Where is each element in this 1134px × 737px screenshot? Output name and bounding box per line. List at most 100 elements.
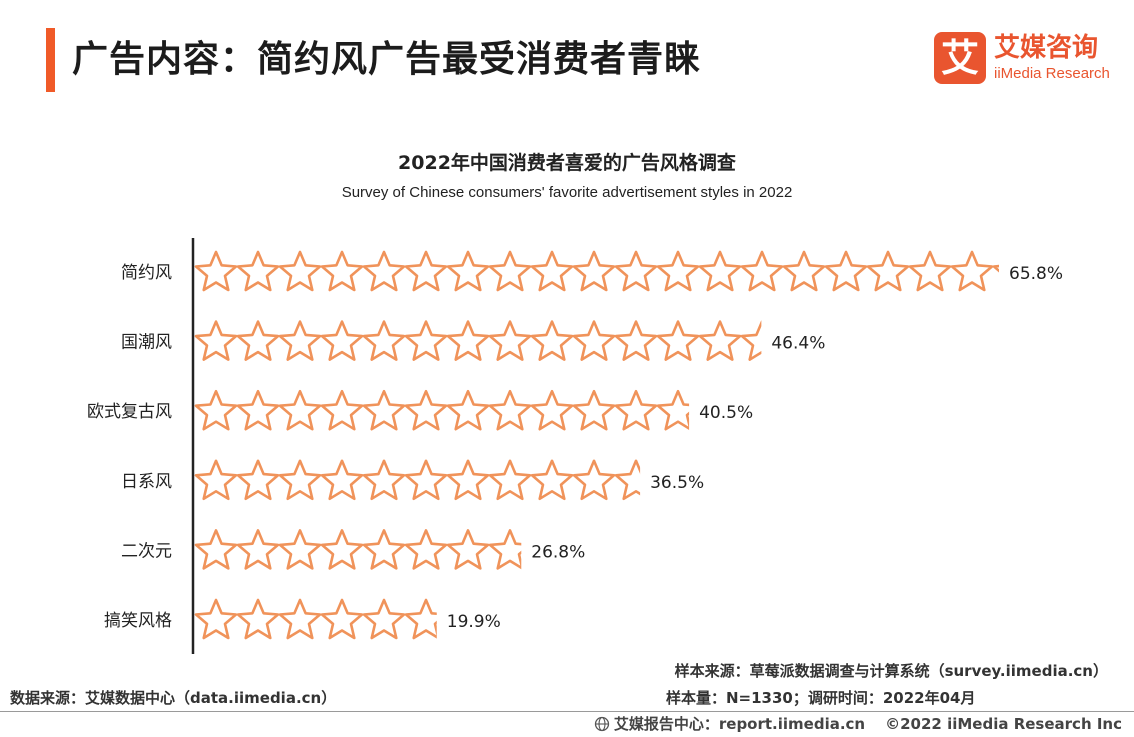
star-icon [824, 250, 868, 292]
star-icon [446, 529, 490, 570]
copyright-text: ©2022 iiMedia Research Inc [885, 714, 1122, 733]
star-icon [194, 459, 238, 501]
star-icon [656, 320, 700, 361]
footer-divider [0, 711, 1134, 712]
star-icon [404, 389, 448, 431]
chart-subtitle: Survey of Chinese consumers' favorite ad… [341, 184, 793, 201]
star-icon [404, 250, 448, 292]
star-bar [194, 529, 522, 570]
star-icon [236, 598, 280, 640]
star-icon [404, 320, 448, 361]
star-icon [404, 459, 448, 501]
logo-name-en: iiMedia Research [994, 65, 1110, 82]
category-label: 二次元 [121, 541, 172, 561]
star-icon [866, 250, 910, 292]
star-icon [908, 250, 952, 292]
star-icon [362, 598, 406, 640]
star-bar [194, 320, 762, 361]
star-icon [446, 250, 490, 292]
star-icon [236, 389, 280, 431]
star-icon [530, 459, 574, 501]
report-center-link[interactable]: 艾媒报告中心：report.iimedia.cn [613, 715, 866, 733]
data-label: 46.4% [771, 334, 825, 354]
category-label: 日系风 [121, 472, 172, 492]
data-label: 36.5% [650, 473, 704, 493]
star-icon [278, 250, 322, 292]
star-icon [488, 320, 532, 361]
star-icon [614, 459, 641, 501]
star-icon [698, 320, 742, 361]
star-icon [278, 459, 322, 501]
star-bar [194, 250, 999, 292]
star-icon [362, 529, 406, 570]
globe-icon [594, 716, 610, 731]
data-label: 19.9% [447, 612, 501, 632]
star-icon [320, 320, 364, 361]
star-icon [656, 389, 690, 431]
logo-name-cn: 艾媒咨询 [994, 33, 1099, 63]
star-icon [236, 459, 280, 501]
star-icon [572, 320, 616, 361]
star-icon [572, 459, 616, 501]
star-icon [782, 250, 826, 292]
star-icon [278, 598, 322, 640]
star-icon [194, 598, 238, 640]
brand-logo: 艾 艾媒咨询 iiMedia Research [934, 32, 1124, 88]
sample-size-note: 样本量：N=1330；调研时间：2022年04月 [666, 689, 976, 707]
star-icon [320, 598, 364, 640]
page-title: 广告内容：简约风广告最受消费者青睐 [72, 39, 702, 80]
star-icon [320, 389, 364, 431]
data-source-note: 数据来源：艾媒数据中心（data.iimedia.cn） [10, 689, 337, 707]
logo-mark-icon: 艾 [934, 32, 986, 84]
star-icon [614, 250, 658, 292]
star-icon [278, 529, 322, 570]
star-icon [194, 389, 238, 431]
star-icon [236, 320, 280, 361]
star-icon [488, 459, 532, 501]
star-icon [362, 320, 406, 361]
category-label: 搞笑风格 [104, 611, 172, 631]
star-icon [446, 320, 490, 361]
data-label: 40.5% [699, 403, 753, 423]
star-icon [656, 250, 700, 292]
star-icon [698, 250, 742, 292]
star-icon [194, 320, 238, 361]
star-bar [194, 459, 641, 501]
star-icon [446, 459, 490, 501]
star-icon [362, 250, 406, 292]
data-label: 26.8% [531, 542, 585, 562]
star-icon [320, 529, 364, 570]
category-label: 简约风 [121, 263, 172, 283]
star-icon [446, 389, 490, 431]
star-icon [362, 389, 406, 431]
star-icon [362, 459, 406, 501]
star-icon [320, 250, 364, 292]
title-accent-bar [46, 28, 55, 92]
star-icon [530, 389, 574, 431]
category-label: 欧式复古风 [87, 402, 172, 422]
star-icon [278, 389, 322, 431]
star-icon [488, 250, 532, 292]
category-label: 国潮风 [121, 333, 172, 353]
star-icon [614, 389, 658, 431]
star-icon [488, 389, 532, 431]
star-icon [194, 529, 238, 570]
star-icon [404, 529, 448, 570]
star-bar [194, 389, 690, 431]
star-icon [278, 320, 322, 361]
star-bar [194, 598, 437, 640]
star-icon [992, 264, 999, 273]
sample-source-note: 样本来源：草莓派数据调查与计算系统（survey.iimedia.cn） [674, 662, 1108, 680]
chart-title: 2022年中国消费者喜爱的广告风格调查 [398, 152, 736, 174]
star-icon [236, 250, 280, 292]
star-icon [404, 598, 437, 640]
footer: 艾媒报告中心：report.iimedia.cn ©2022 iiMedia R… [594, 713, 1122, 734]
star-icon [572, 389, 616, 431]
star-icon [530, 250, 574, 292]
data-label: 65.8% [1009, 264, 1063, 284]
star-icon [530, 320, 574, 361]
star-icon [236, 529, 280, 570]
star-icon [740, 320, 762, 361]
star-icon [740, 250, 784, 292]
star-icon [320, 459, 364, 501]
